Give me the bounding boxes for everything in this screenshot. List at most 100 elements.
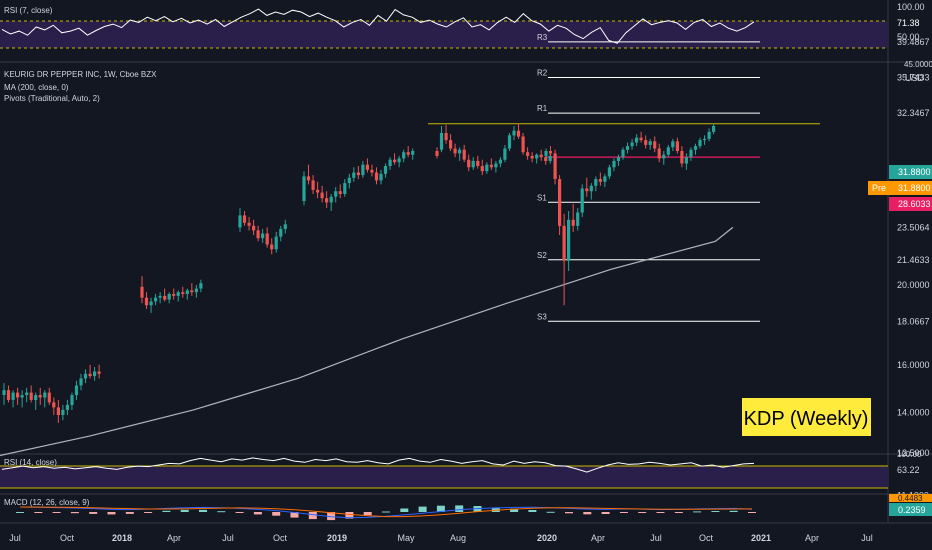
price-axis-tick: 21.4633	[897, 255, 930, 265]
candle-body	[707, 131, 711, 139]
candle-body	[594, 179, 598, 186]
macd-histogram-bar	[16, 512, 24, 513]
macd-histogram-bar	[290, 512, 299, 518]
candle-body	[476, 160, 480, 166]
macd-histogram-bar	[52, 512, 61, 513]
candle-body	[467, 159, 471, 168]
candle-body	[562, 225, 566, 261]
candle-body	[639, 137, 643, 141]
bottom-rsi-tick: 100.00	[897, 450, 922, 459]
pivot-label: R1	[537, 104, 548, 113]
candle-body	[47, 392, 51, 403]
candle-body	[388, 159, 392, 166]
candle-body	[256, 230, 260, 239]
candle-body	[270, 244, 274, 250]
macd-histogram-bar	[144, 512, 153, 513]
candle-body	[453, 148, 457, 154]
candle-body	[370, 169, 374, 173]
time-axis-label: Jul	[861, 533, 873, 543]
macd-histogram-bar	[345, 512, 354, 519]
candle-body	[61, 409, 65, 415]
candle-body	[252, 225, 256, 231]
macd-histogram-bar	[327, 512, 336, 521]
candle-body	[311, 180, 315, 190]
candle-body	[406, 152, 410, 155]
candle-body	[265, 233, 269, 245]
candle-body	[283, 224, 287, 229]
price-axis-tick: 23.5064	[897, 222, 930, 232]
price-axis-tick: 14.0000	[897, 408, 930, 418]
macd-histogram-bar	[363, 512, 372, 516]
time-axis-label: Apr	[591, 533, 605, 543]
candle-body	[653, 141, 657, 149]
candle-body	[666, 147, 670, 155]
macd-histogram-bar	[418, 506, 427, 512]
candle-body	[397, 158, 401, 163]
macd-histogram-bar	[546, 511, 555, 513]
candle-body	[338, 191, 342, 194]
candle-body	[25, 392, 29, 395]
candle-body	[93, 371, 97, 377]
time-axis-label: 2021	[751, 533, 771, 543]
macd-histogram-bar	[235, 512, 244, 513]
candle-body	[539, 154, 543, 158]
bottom-rsi-pane[interactable]: RSI (14, close) 100.00 63.22	[0, 450, 922, 489]
candle-body	[154, 297, 158, 302]
candle-body	[616, 157, 621, 161]
candle-body	[526, 152, 530, 156]
macd-value: 0.2359	[898, 505, 926, 515]
candle-body	[480, 166, 484, 172]
candle-body	[580, 188, 584, 213]
candle-body	[458, 149, 462, 154]
macd-histogram-bar	[565, 512, 573, 514]
top-rsi-band	[0, 21, 888, 48]
candle-body	[535, 154, 539, 159]
candle-body	[56, 407, 60, 415]
macd-partial-value: 0.4483	[898, 494, 923, 503]
support-price-value: 28.6033	[898, 199, 931, 209]
top-rsi-line	[1, 8, 755, 44]
pre-price-badge	[889, 181, 932, 195]
macd-histogram-bar	[34, 512, 43, 513]
candle-body	[20, 395, 24, 398]
main-pane[interactable]: KEURIG DR PEPPER INC, 1W, Cboe BZX MA (2…	[0, 33, 932, 501]
macd-pane[interactable]: MACD (12, 26, close, 9) 0.4483 0.2359	[4, 494, 932, 521]
macd-histogram-bar	[89, 512, 98, 514]
macd-histogram-bar	[436, 505, 445, 512]
candle-body	[261, 233, 265, 239]
overlay-title: KDP (Weekly)	[744, 408, 869, 430]
candle-body	[83, 373, 88, 379]
candle-body	[712, 126, 716, 132]
candle-body	[698, 140, 702, 147]
last-price-value: 31.8800	[898, 167, 931, 177]
candle-body	[530, 155, 534, 159]
candle-body	[684, 157, 688, 164]
candle-body	[657, 148, 661, 159]
time-axis-label: 2019	[327, 533, 347, 543]
candle-body	[507, 135, 512, 149]
time-axis[interactable]: Jul Oct 2018 Apr Jul Oct 2019 May Aug 2020 Apr Jul O…	[9, 533, 873, 543]
candle-body	[383, 166, 388, 174]
macd-histogram-bar	[455, 505, 464, 512]
candle-body	[356, 172, 360, 176]
candle-body	[471, 160, 475, 168]
candle-body	[88, 373, 92, 377]
candle-body	[498, 159, 502, 164]
candle-body	[181, 292, 185, 294]
candle-body	[612, 160, 616, 168]
candle-body	[302, 176, 306, 201]
top-rsi-pane[interactable]: RSI (7, close) 100.00 50.00 71.38	[0, 2, 932, 49]
candle-body	[361, 164, 365, 176]
candle-body	[52, 402, 56, 408]
candle-body	[70, 395, 74, 405]
candle-body	[635, 137, 639, 143]
candle-body	[598, 179, 602, 182]
candle-body	[97, 371, 101, 374]
candle-body	[558, 179, 562, 226]
time-axis-label: Jul	[9, 533, 21, 543]
top-rsi-value-badge	[889, 16, 932, 28]
time-axis-label: Oct	[60, 533, 75, 543]
candle-body	[199, 283, 203, 289]
